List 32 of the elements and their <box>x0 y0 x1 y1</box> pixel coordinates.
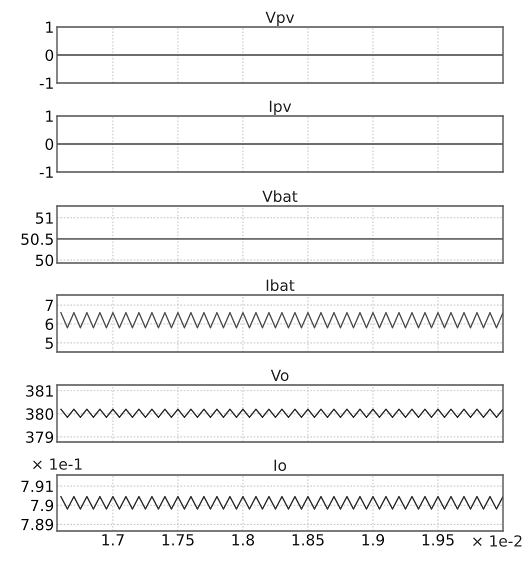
x-tick-label: 1.95 <box>422 534 454 546</box>
y-tick-label: -1 <box>40 166 53 178</box>
chart-title: Vbat <box>262 190 298 202</box>
chart-title: Vpv <box>266 12 294 26</box>
y-tick-label: 381 <box>26 385 53 397</box>
chart-title: Ipv <box>270 100 292 116</box>
y-tick-label: 1 <box>46 22 53 33</box>
y-tick-label: 7 <box>46 300 53 311</box>
chart-title: Vo <box>270 370 288 382</box>
x-tick-label: 1.8 <box>232 534 254 546</box>
y-tick-label: 380 <box>26 408 54 420</box>
y-tick-label: 5 <box>46 338 53 349</box>
y-tick-label: 50.5 <box>21 233 53 245</box>
chart-title: Ibat <box>266 279 294 292</box>
y-tick-label: 7.9 <box>31 500 54 512</box>
y-tick-label: 6 <box>46 318 54 330</box>
x-tick-label: 1.75 <box>162 534 194 546</box>
x-tick-label: 1.7 <box>102 534 124 546</box>
y-tick-label: 50 <box>36 254 54 266</box>
y-tick-label: -1 <box>40 78 53 89</box>
y-tick-label: 51 <box>36 212 53 224</box>
y-tick-label: 7.91 <box>21 480 53 492</box>
y-tick-label: 7.89 <box>21 518 54 530</box>
chart-title: Io <box>274 460 286 472</box>
x-tick-label: 1.9 <box>362 534 384 546</box>
y-tick-label: 1 <box>46 110 53 122</box>
y-tick-label: 379 <box>26 431 54 443</box>
text: × 1e-1 <box>33 458 82 470</box>
y-tick-label: 0 <box>46 49 54 62</box>
y-tick-label: 0 <box>46 138 54 150</box>
x-tick-label: 1.85 <box>292 534 324 546</box>
text: × 1e-2 <box>473 535 522 547</box>
